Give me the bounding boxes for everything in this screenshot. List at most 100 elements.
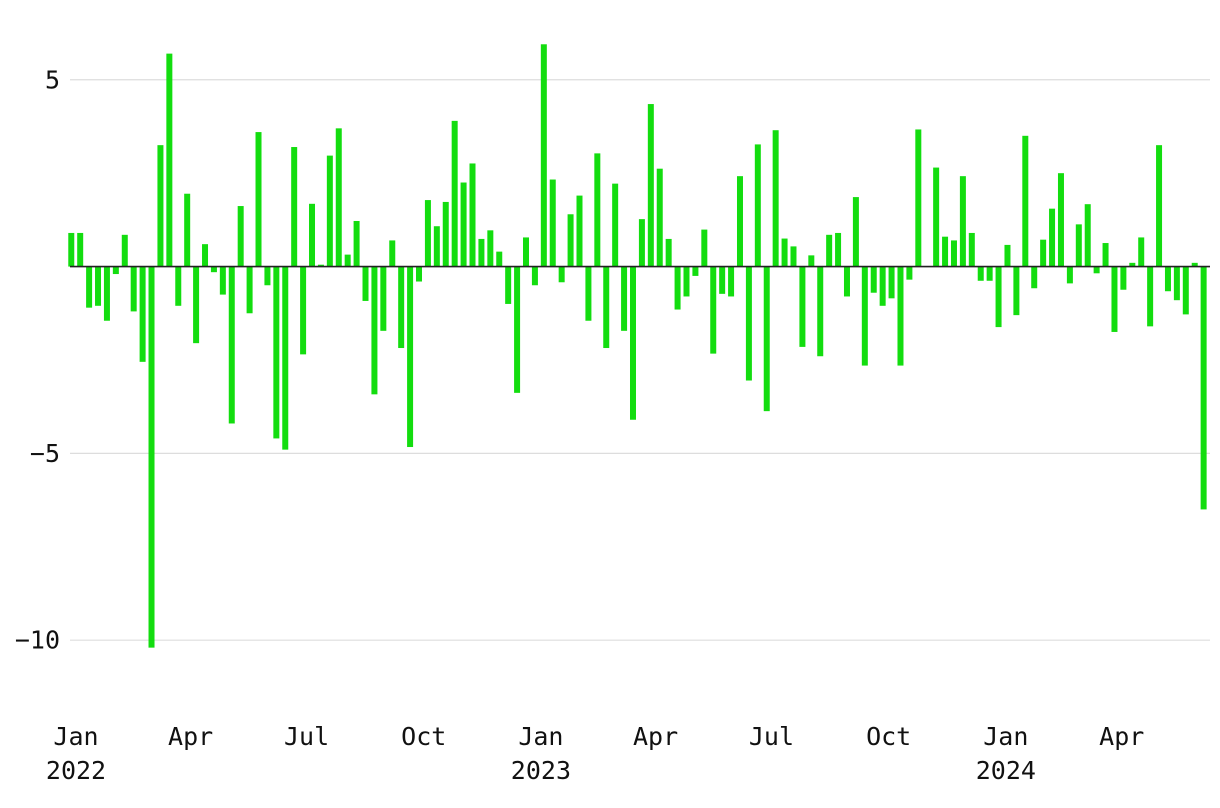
bar [540, 44, 547, 267]
bar [897, 266, 904, 366]
bar [950, 240, 957, 267]
bar [121, 234, 128, 267]
bar [772, 130, 779, 267]
bar [754, 144, 761, 267]
bar [326, 155, 333, 267]
bar [585, 266, 592, 321]
bar [986, 266, 993, 281]
bar [371, 266, 378, 395]
bar [1164, 266, 1171, 292]
x-tick-label: Jan [53, 722, 98, 751]
bar [1111, 266, 1118, 332]
bar [1182, 266, 1189, 315]
bar [175, 266, 182, 306]
bar [843, 266, 850, 297]
bar [139, 266, 146, 362]
bar [210, 266, 217, 273]
bar [968, 232, 975, 267]
bar [906, 266, 913, 280]
bar [576, 195, 583, 267]
bar [1004, 244, 1011, 267]
bar [300, 266, 307, 355]
bar [933, 167, 940, 267]
x-tick-label: Jan [518, 722, 563, 751]
bar [594, 153, 601, 267]
bar [736, 176, 743, 267]
bar [1057, 173, 1064, 267]
x-tick-label: Jul [284, 722, 329, 751]
bar [148, 266, 155, 648]
bar [790, 246, 797, 267]
bar [1120, 266, 1127, 290]
bar [237, 206, 244, 267]
bar [1147, 266, 1154, 327]
bar [1138, 237, 1145, 267]
bar [959, 176, 966, 267]
bar [817, 266, 824, 357]
x-tick-year-label: 2023 [511, 756, 571, 785]
bar [942, 236, 949, 267]
x-axis-tick-labels: Jan 2022 Apr Jul Oct Jan 2023 Apr Jul Oct Jan 2024 A… [46, 722, 1144, 785]
bar [612, 183, 619, 267]
bar [1040, 239, 1047, 267]
bar [915, 129, 922, 267]
bar [567, 214, 574, 267]
bar [1075, 224, 1082, 267]
bar [282, 266, 289, 450]
bar [1173, 266, 1180, 301]
bar [549, 179, 556, 267]
bar [1022, 135, 1029, 267]
bar [157, 145, 164, 267]
bar [184, 193, 191, 267]
x-tick-label: Apr [1099, 722, 1144, 751]
bar [68, 232, 75, 267]
bar [202, 244, 209, 267]
bar [496, 251, 503, 267]
bar [362, 266, 369, 301]
bar [728, 266, 735, 297]
bar [870, 266, 877, 293]
bar [763, 266, 770, 412]
bar [77, 232, 84, 267]
bar [852, 197, 859, 267]
bar [1084, 204, 1091, 267]
x-tick-label: Jan [983, 722, 1028, 751]
bar [228, 266, 235, 424]
bar [246, 266, 253, 314]
bar [95, 266, 102, 306]
bar [701, 229, 708, 267]
bar [1156, 145, 1163, 267]
bar [1066, 266, 1073, 284]
bar [112, 266, 119, 275]
bar [781, 238, 788, 267]
x-tick-label: Apr [633, 722, 678, 751]
bar [888, 266, 895, 299]
bar [1013, 266, 1020, 316]
bar [380, 266, 387, 331]
gridlines [70, 79, 1210, 641]
bar [442, 201, 449, 267]
bar [647, 104, 654, 267]
bar [273, 266, 280, 439]
x-tick-label: Oct [866, 722, 911, 751]
bar [826, 234, 833, 267]
bar [523, 237, 529, 267]
bar [487, 230, 494, 267]
bar [193, 266, 200, 344]
x-tick-label: Oct [401, 722, 446, 751]
bar [1129, 262, 1136, 267]
bar [514, 266, 521, 393]
y-tick-label: −5 [30, 439, 60, 468]
bar [861, 266, 868, 366]
x-tick-label: Apr [168, 722, 213, 751]
bar [558, 266, 565, 283]
bar [469, 163, 476, 267]
bar [433, 226, 440, 267]
bar [745, 266, 752, 381]
bar [424, 200, 431, 267]
bar [835, 232, 842, 267]
bar [603, 266, 610, 349]
bar [389, 240, 396, 267]
bar [995, 266, 1002, 328]
bar [219, 266, 226, 295]
